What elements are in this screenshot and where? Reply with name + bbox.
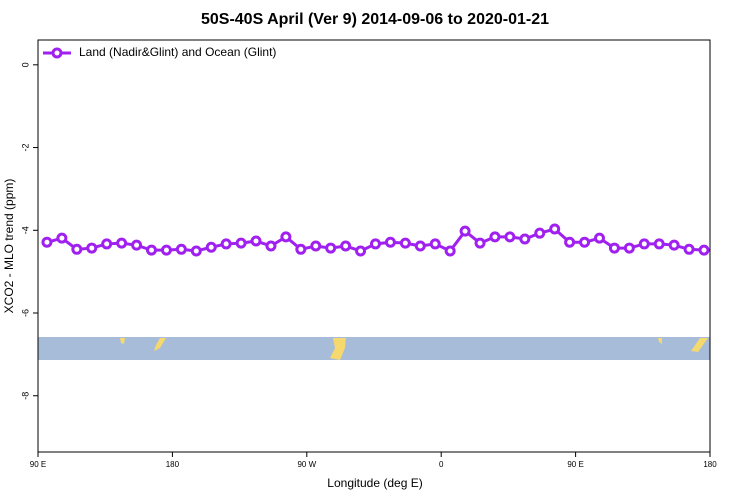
x-tick-label: 90 E <box>567 460 583 469</box>
data-point <box>638 238 650 250</box>
data-point <box>444 245 456 257</box>
x-tick-label: 180 <box>703 460 717 469</box>
data-point <box>101 238 113 250</box>
y-tick-label: -6 <box>20 309 30 317</box>
data-point <box>131 239 143 251</box>
y-tick-label: -2 <box>20 144 30 152</box>
data-point <box>250 235 262 247</box>
land <box>658 338 662 344</box>
data-point <box>399 237 411 249</box>
x-tick-label: 90 E <box>30 460 46 469</box>
data-point <box>175 243 187 255</box>
x-tick-label: 90 W <box>297 460 316 469</box>
data-point <box>355 245 367 257</box>
map-band <box>38 337 710 360</box>
data-point <box>116 237 128 249</box>
data-point <box>310 240 322 252</box>
y-tick-label: -8 <box>20 392 30 400</box>
data-point <box>41 236 53 248</box>
data-point <box>265 240 277 252</box>
data-point <box>683 243 695 255</box>
data-point <box>145 244 157 256</box>
y-tick-label: -4 <box>20 226 30 234</box>
legend-label: Land (Nadir&Glint) and Ocean (Glint) <box>79 45 276 59</box>
data-point <box>653 238 665 250</box>
data-point <box>623 242 635 254</box>
x-axis-label: Longitude (deg E) <box>327 476 422 490</box>
data-point <box>325 242 337 254</box>
chart-title: 50S-40S April (Ver 9) 2014-09-06 to 2020… <box>201 11 549 28</box>
data-point <box>564 236 576 248</box>
y-tick-label: 0 <box>20 62 30 67</box>
data-point <box>190 245 202 257</box>
data-point <box>504 231 516 243</box>
data-point <box>414 240 426 252</box>
ocean-band <box>38 337 710 360</box>
data-point <box>608 242 620 254</box>
data-point <box>86 242 98 254</box>
data-point <box>459 225 471 237</box>
data-point <box>489 231 501 243</box>
land <box>691 338 708 352</box>
data-point <box>668 239 680 251</box>
data-point <box>534 227 546 239</box>
y-axis-label: XCO2 - MLO trend (ppm) <box>2 179 16 314</box>
land <box>120 338 125 344</box>
land <box>330 338 346 360</box>
data-point <box>160 244 172 256</box>
data-point <box>340 240 352 252</box>
legend-marker <box>51 47 63 59</box>
land <box>154 338 166 351</box>
data-point <box>280 231 292 243</box>
data-point <box>235 237 247 249</box>
data-point <box>384 236 396 248</box>
x-tick-label: 0 <box>439 460 444 469</box>
data-point <box>593 232 605 244</box>
data-point <box>579 236 591 248</box>
data-point <box>369 238 381 250</box>
data-point <box>549 223 561 235</box>
data-point <box>295 243 307 255</box>
data-point <box>429 238 441 250</box>
data-point <box>56 232 68 244</box>
plot-frame <box>37 39 711 453</box>
x-tick-label: 180 <box>166 460 180 469</box>
data-point <box>519 233 531 245</box>
data-point <box>71 243 83 255</box>
data-point <box>474 237 486 249</box>
data-point <box>698 244 710 256</box>
data-point <box>205 241 217 253</box>
data-point <box>220 238 232 250</box>
